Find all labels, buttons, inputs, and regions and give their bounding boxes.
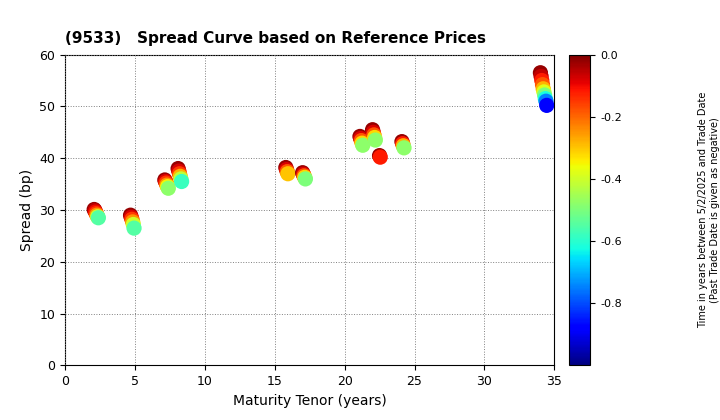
Point [92, 213, 104, 220]
Point [397, 142, 409, 149]
Point [297, 171, 309, 178]
Point [93, 215, 104, 221]
Point [300, 176, 311, 182]
Point [374, 154, 386, 160]
Point [162, 184, 174, 190]
Point [355, 135, 366, 142]
Point [374, 152, 385, 159]
Point [366, 126, 378, 133]
Point [357, 142, 369, 149]
Point [537, 85, 549, 92]
Point [354, 133, 366, 140]
Point [369, 137, 381, 144]
Point [535, 69, 546, 76]
Point [398, 144, 410, 151]
Point [91, 210, 102, 217]
X-axis label: Maturity Tenor (years): Maturity Tenor (years) [233, 394, 387, 408]
Point [127, 218, 138, 225]
Text: Time in years between 5/2/2025 and Trade Date
(Past Trade Date is given as negat: Time in years between 5/2/2025 and Trade… [698, 92, 720, 328]
Point [541, 102, 552, 109]
Point [172, 165, 184, 172]
Point [369, 134, 380, 141]
Point [536, 73, 547, 80]
Point [356, 137, 367, 144]
Point [540, 98, 552, 105]
Point [163, 185, 174, 192]
Point [298, 173, 310, 179]
Point [125, 214, 137, 220]
Point [176, 178, 187, 185]
Point [174, 173, 186, 180]
Point [174, 171, 185, 177]
Point [368, 131, 379, 138]
Point [536, 77, 548, 84]
Point [396, 138, 408, 145]
Point [297, 169, 308, 176]
Point [90, 209, 102, 215]
Text: (9533)   Spread Curve based on Reference Prices: (9533) Spread Curve based on Reference P… [65, 32, 486, 47]
Point [173, 168, 184, 175]
Point [128, 225, 140, 231]
Point [125, 212, 136, 218]
Point [91, 212, 103, 218]
Point [160, 178, 171, 185]
Point [536, 81, 548, 88]
Point [281, 166, 292, 173]
Point [367, 129, 379, 136]
Point [159, 176, 171, 183]
Point [282, 171, 294, 177]
Point [175, 176, 186, 182]
Point [538, 89, 549, 95]
Point [397, 140, 408, 147]
Point [127, 221, 139, 228]
Point [539, 92, 550, 98]
Point [356, 140, 368, 147]
Point [161, 180, 172, 186]
Point [299, 174, 310, 181]
Point [126, 216, 138, 223]
Point [539, 95, 551, 102]
Point [161, 182, 173, 189]
Point [280, 164, 292, 171]
Point [89, 207, 101, 214]
Point [89, 206, 100, 213]
Y-axis label: Spread (bp): Spread (bp) [19, 169, 34, 251]
Point [282, 168, 293, 175]
